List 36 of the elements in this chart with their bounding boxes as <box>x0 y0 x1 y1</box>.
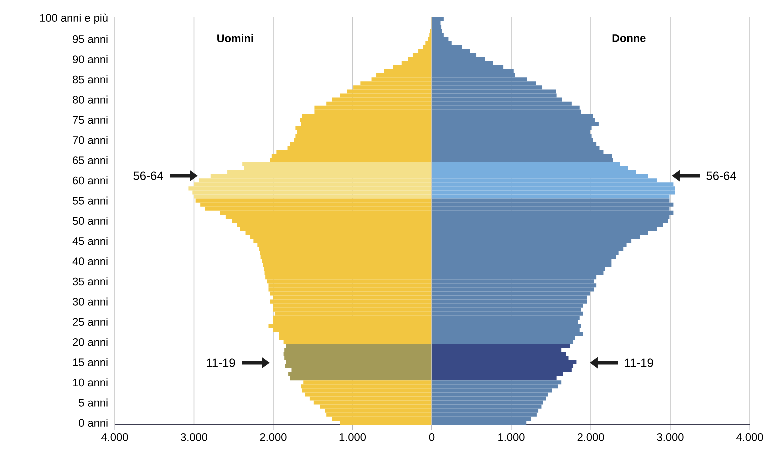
x-tick-label: 1.000 <box>340 434 366 442</box>
y-tick-label: 85 anni <box>73 76 108 84</box>
y-tick-label: 90 anni <box>73 55 108 64</box>
x-tick-label: 0 <box>429 434 435 442</box>
y-tick-label: 60 anni <box>73 176 108 185</box>
x-tick-label: 2.000 <box>260 434 287 442</box>
x-tick-label: 2.000 <box>578 434 604 442</box>
y-tick-label: 15 anni <box>73 358 108 366</box>
y-tick-label: 40 anni <box>72 257 108 266</box>
x-tick-label: 4.000 <box>736 434 764 442</box>
y-tick-label: 25 anni <box>73 318 108 326</box>
y-tick-label: 80 anni <box>73 96 108 104</box>
x-tick-label: 4.000 <box>102 434 128 442</box>
y-tick-label: 55 anni <box>72 196 108 205</box>
y-tick-label: 50 anni <box>72 216 108 226</box>
y-tick-label: 65 anni <box>73 156 108 164</box>
y-tick-label: 0 anni <box>79 418 108 428</box>
y-tick-label: 20 anni <box>73 338 108 346</box>
y-tick-label: 35 anni <box>72 278 108 286</box>
annotation: 56-64 <box>706 172 736 180</box>
y-tick-label: 100 anni e più <box>40 14 108 24</box>
y-tick-label: 5 anni <box>79 398 108 407</box>
y-tick-label: 70 anni <box>73 136 108 144</box>
y-tick-label: 10 anni <box>73 378 108 387</box>
annotation: 11-19 <box>625 358 654 368</box>
text: Donne <box>612 34 646 42</box>
y-tick-label: 95 anni <box>73 35 108 44</box>
y-tick-label: 45 anni <box>72 237 108 246</box>
annotation: 56-64 <box>134 172 164 180</box>
text: Uomini <box>218 34 254 42</box>
y-tick-label: 30 anni <box>72 298 108 306</box>
x-tick-label: 3.000 <box>657 434 684 442</box>
annotation: 11-19 <box>207 358 236 368</box>
x-tick-label: 1.000 <box>498 434 525 442</box>
y-tick-label: 75 anni <box>73 116 108 124</box>
x-tick-label: 3.000 <box>180 434 208 442</box>
